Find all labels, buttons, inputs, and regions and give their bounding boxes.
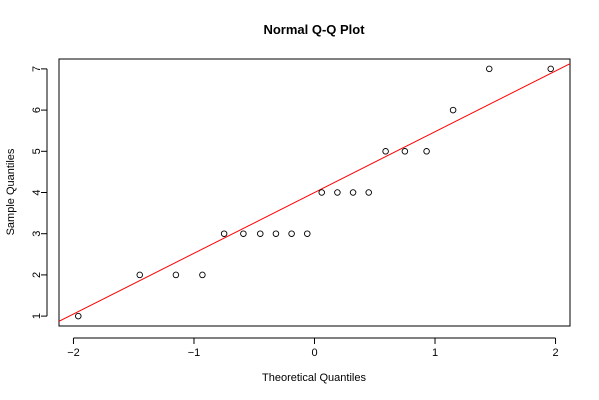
data-point-17: [423, 148, 430, 155]
y-tick-label: 4: [31, 189, 43, 195]
data-point-7: [257, 230, 264, 237]
data-point-18: [449, 106, 457, 114]
x-tick-label: 0: [311, 347, 317, 359]
data-point-5: [220, 230, 228, 237]
y-tick-label: 3: [31, 231, 43, 237]
x-tick-label: −1: [188, 347, 201, 359]
data-point-4: [199, 271, 206, 279]
y-axis-label: Sample Quantiles: [5, 148, 17, 235]
data-point-12: [334, 189, 341, 196]
qq-reference-line: [59, 63, 570, 322]
y-tick-label: 1: [31, 313, 43, 319]
data-point-15: [382, 148, 389, 155]
data-point-1: [75, 312, 82, 320]
data-point-16: [401, 148, 409, 155]
data-point-20: [547, 65, 554, 73]
plot-frame: [58, 58, 571, 327]
data-point-10: [304, 230, 311, 237]
y-tick-label: 6: [31, 107, 43, 113]
data-point-8: [272, 230, 280, 237]
data-point-11: [318, 189, 325, 196]
y-tick-label: 7: [31, 66, 43, 72]
x-tick-label: 1: [432, 347, 438, 359]
data-point-2: [136, 271, 143, 279]
y-axis: 1 2 3 4 5 6 7: [31, 66, 48, 319]
x-axis: −2 −1 0 1 2: [67, 337, 559, 359]
data-point-19: [486, 65, 493, 73]
y-tick-label: 5: [31, 148, 43, 154]
data-point-6: [240, 230, 247, 237]
chart-title: Normal Q-Q Plot: [263, 22, 365, 37]
x-axis-label: Theoretical Quantiles: [262, 372, 366, 384]
data-point-3: [172, 271, 180, 279]
data-point-14: [365, 189, 372, 196]
data-point-13: [349, 189, 357, 196]
x-tick-label: −2: [67, 347, 80, 359]
plot-area: [58, 58, 571, 327]
data-point-9: [288, 230, 295, 237]
x-tick-label: 2: [552, 347, 558, 359]
y-tick-label: 2: [31, 272, 43, 278]
